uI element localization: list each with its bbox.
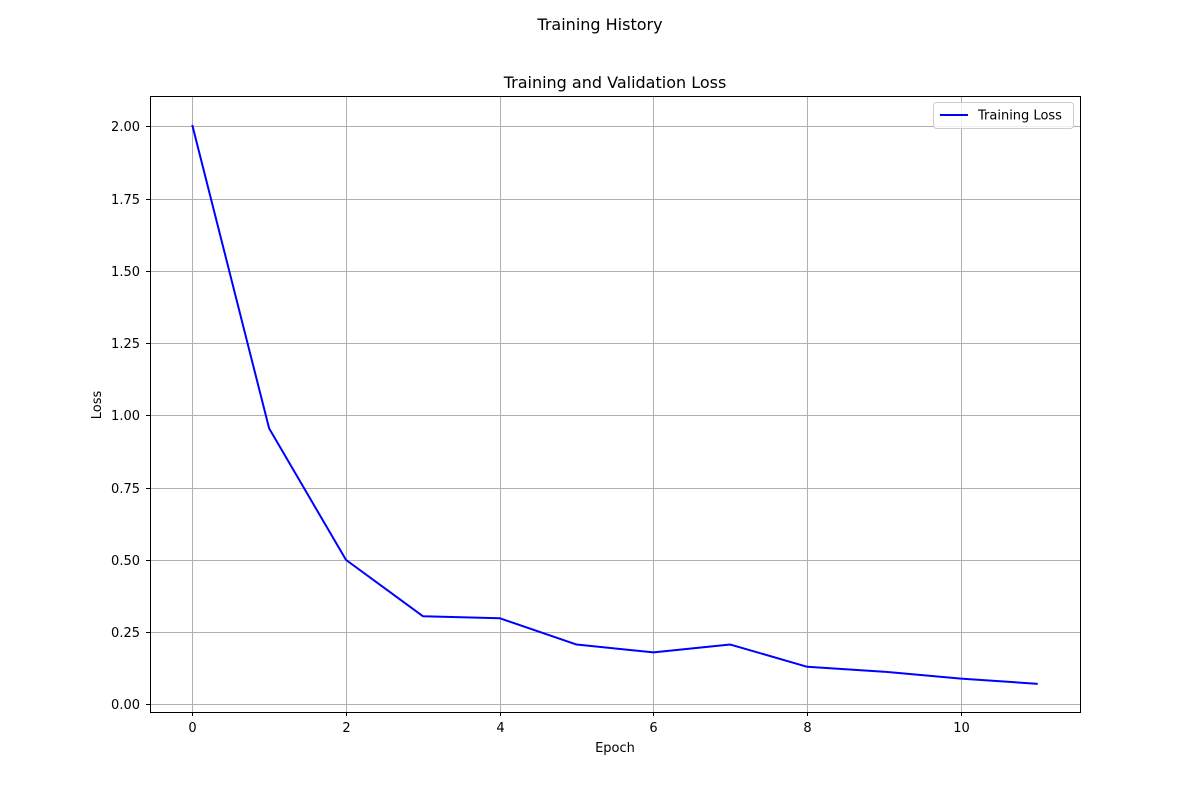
series-line-training-loss [191,124,1038,685]
y-tick-label: 1.75 [111,193,140,208]
y-tick-label: 0.00 [111,698,140,713]
chart-title: Training and Validation Loss [503,73,727,92]
legend: Training Loss [933,102,1074,129]
y-tick-label: 0.50 [111,554,140,569]
x-tick-label: 4 [496,721,504,736]
y-tick-label: 1.00 [111,409,140,424]
plot-area-frame [150,96,1081,713]
legend-box [933,102,1074,129]
figure-suptitle: Training History [536,15,662,34]
x-tick-label: 10 [953,721,970,736]
y-tick-label: 0.25 [111,626,140,641]
y-tick-label: 1.25 [111,337,140,352]
x-axis-ticks: 0 2 4 6 8 10 [188,712,970,736]
grid-lines [150,96,1080,712]
y-tick-label: 2.00 [111,120,140,135]
y-tick-label: 0.75 [111,482,140,497]
y-axis-label: Loss [90,391,105,420]
legend-label-training-loss: Training Loss [977,109,1062,124]
x-tick-label: 0 [188,721,196,736]
x-tick-label: 6 [649,721,657,736]
x-axis-label: Epoch [595,741,635,756]
y-axis-ticks: 0.00 0.25 0.50 0.75 1.00 1.25 1.50 1.75 2.00 [111,120,150,713]
x-tick-label: 2 [342,721,350,736]
x-tick-label: 8 [803,721,811,736]
series-layer [191,124,1038,685]
y-tick-label: 1.50 [111,265,140,280]
